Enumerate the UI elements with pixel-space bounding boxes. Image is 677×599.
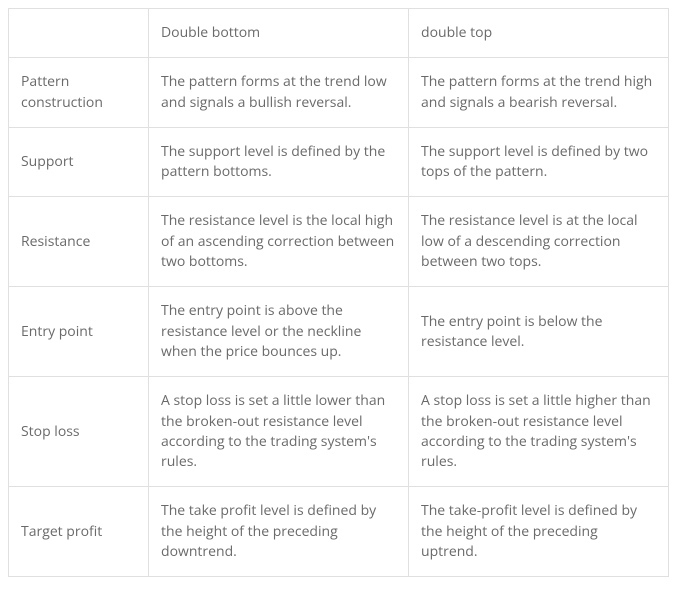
row-cell-top: The support level is defined by two tops…: [409, 127, 669, 197]
row-cell-bottom: The pattern forms at the trend low and s…: [149, 58, 409, 128]
row-cell-top: The take-profit level is defined by the …: [409, 487, 669, 577]
comparison-table: Double bottom double top Pattern constru…: [8, 8, 669, 577]
table-row: Stop loss A stop loss is set a little lo…: [9, 377, 669, 487]
table-row: Support The support level is defined by …: [9, 127, 669, 197]
row-cell-bottom: The entry point is above the resistance …: [149, 287, 409, 377]
row-label: Entry point: [9, 287, 149, 377]
row-cell-top: A stop loss is set a little higher than …: [409, 377, 669, 487]
table-row: Entry point The entry point is above the…: [9, 287, 669, 377]
table-body: Pattern construction The pattern forms a…: [9, 58, 669, 577]
row-cell-top: The entry point is below the resistance …: [409, 287, 669, 377]
table-row: Target profit The take profit level is d…: [9, 487, 669, 577]
header-double-bottom: Double bottom: [149, 9, 409, 58]
row-cell-bottom: A stop loss is set a little lower than t…: [149, 377, 409, 487]
row-cell-bottom: The resistance level is the local high o…: [149, 197, 409, 287]
row-cell-top: The pattern forms at the trend high and …: [409, 58, 669, 128]
row-label: Pattern construction: [9, 58, 149, 128]
header-empty: [9, 9, 149, 58]
table-row: Resistance The resistance level is the l…: [9, 197, 669, 287]
row-cell-top: The resistance level is at the local low…: [409, 197, 669, 287]
row-cell-bottom: The take profit level is defined by the …: [149, 487, 409, 577]
row-label: Target profit: [9, 487, 149, 577]
table-header-row: Double bottom double top: [9, 9, 669, 58]
row-label: Stop loss: [9, 377, 149, 487]
table-row: Pattern construction The pattern forms a…: [9, 58, 669, 128]
row-label: Support: [9, 127, 149, 197]
header-double-top: double top: [409, 9, 669, 58]
row-label: Resistance: [9, 197, 149, 287]
row-cell-bottom: The support level is defined by the patt…: [149, 127, 409, 197]
